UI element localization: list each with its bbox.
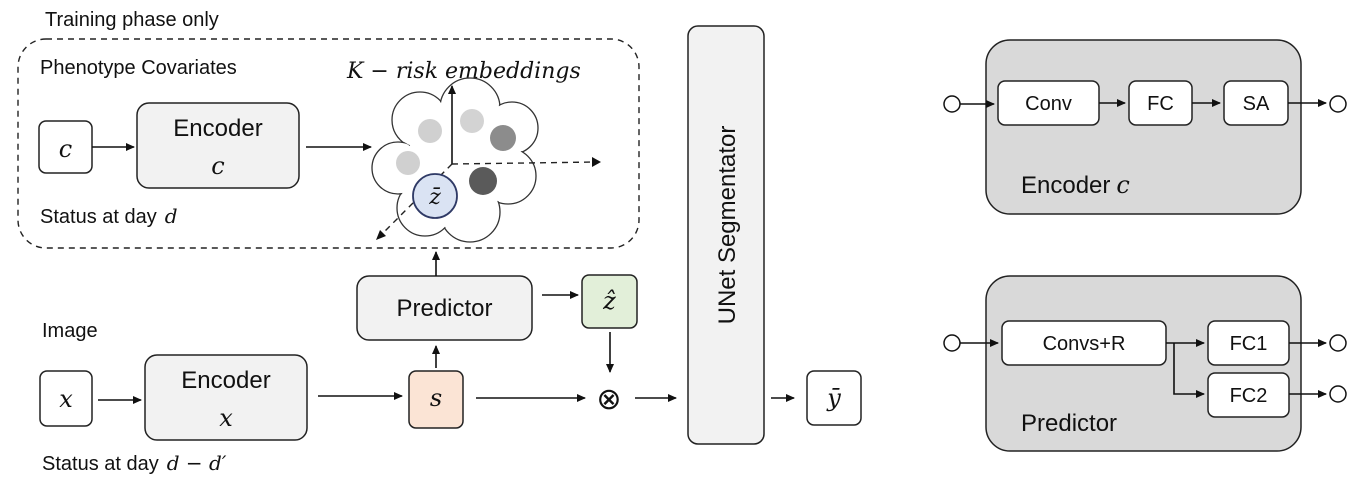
risk-embedding-dot xyxy=(490,125,516,151)
predictor-detail-title: Predictor xyxy=(1021,410,1117,437)
status-day-dd-label: Status at day d − d′ xyxy=(42,451,227,475)
encoder-c-box xyxy=(136,102,300,189)
zhat-box xyxy=(581,274,638,329)
training-phase-region xyxy=(17,38,640,249)
encoder-c-var: c xyxy=(211,152,224,180)
risk-embedding-dot xyxy=(460,109,484,133)
predictor-fc1-label: FC1 xyxy=(1230,333,1268,355)
risk-embedding-dot xyxy=(396,151,420,175)
phenotype-covariates-label: Phenotype Covariates xyxy=(40,57,237,79)
risk-embedding-dot xyxy=(418,119,442,143)
output-y-symbol: ȳ xyxy=(826,384,841,412)
status-day-d-label: Status at day d xyxy=(40,204,178,228)
predictor-fc2-block xyxy=(1207,372,1290,418)
training-phase-label: Training phase only xyxy=(45,9,219,31)
x-input-box xyxy=(39,370,93,427)
s-box xyxy=(408,370,464,429)
encoder-detail-title: Encoder c xyxy=(1021,171,1130,199)
encoder-detail-input-port xyxy=(943,95,961,113)
encoder-x-box xyxy=(144,354,308,441)
x-input-symbol: x xyxy=(59,385,73,413)
predictor-fc2-label: FC2 xyxy=(1230,385,1268,407)
c-input-symbol: c xyxy=(59,135,72,163)
unet-segmentator-box xyxy=(687,25,765,445)
product-operator: ⊗ xyxy=(596,383,621,416)
encoder-conv-label: Conv xyxy=(1025,93,1072,115)
encoder-detail-output-port xyxy=(1329,95,1347,113)
embedding-axis-x xyxy=(451,161,599,165)
predictor-box xyxy=(356,275,533,341)
predictor-label: Predictor xyxy=(396,295,492,322)
predictor-convs-to-fc2-arrow xyxy=(1173,343,1205,398)
s-symbol: s xyxy=(430,384,442,412)
encoder-x-title: Encoder xyxy=(181,367,270,394)
predictor-detail-input-port xyxy=(943,334,961,352)
risk-embedding-dot xyxy=(469,167,497,195)
embedding-axis-z-head xyxy=(376,230,386,240)
image-label: Image xyxy=(42,320,98,342)
output-y-box xyxy=(806,370,862,426)
encoder-sa-label: SA xyxy=(1243,93,1270,115)
zbar-node xyxy=(412,173,458,219)
predictor-fc2-output-port xyxy=(1329,385,1347,403)
unet-segmentator-label: UNet Segmentator xyxy=(714,126,741,325)
embedding-axis-x-head xyxy=(592,157,601,167)
zbar-symbol: z̄ xyxy=(428,185,441,210)
encoder-x-var: x xyxy=(219,404,233,432)
predictor-convs-label: Convs+R xyxy=(1043,333,1126,355)
predictor-fc1-output-port xyxy=(1329,334,1347,352)
zhat-symbol: ẑ xyxy=(602,287,616,315)
encoder-c-title: Encoder xyxy=(173,115,262,142)
encoder-fc-label: FC xyxy=(1147,93,1174,115)
